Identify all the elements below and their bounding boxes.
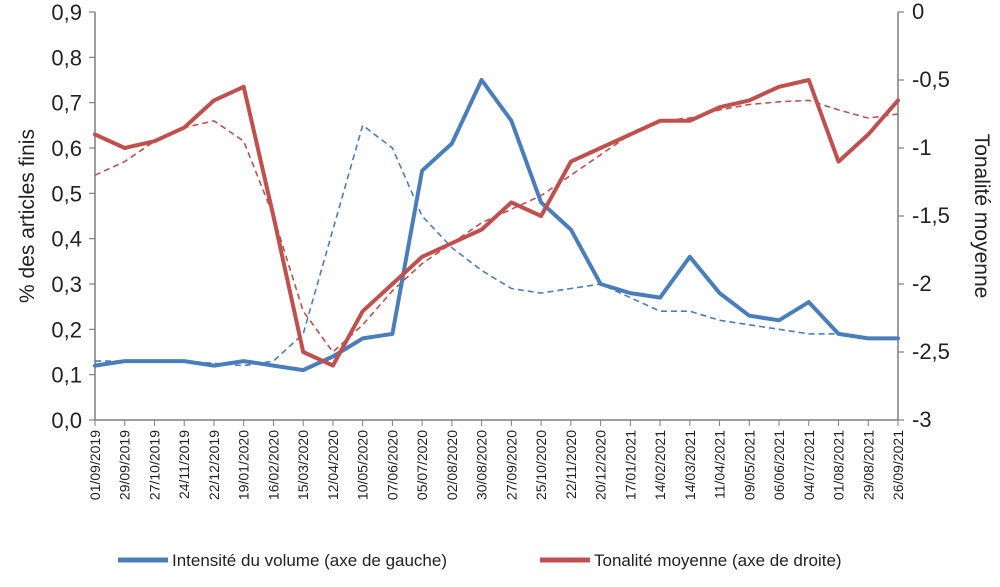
left-tick-label: 0,6 bbox=[51, 136, 82, 161]
x-tick-label: 17/01/2021 bbox=[622, 430, 638, 500]
legend-label-volume: Intensité du volume (axe de gauche) bbox=[172, 551, 447, 570]
x-tick-label: 15/03/2020 bbox=[295, 430, 311, 500]
right-tick-label: -3 bbox=[912, 407, 932, 432]
x-tick-label: 22/12/2019 bbox=[206, 430, 222, 500]
left-tick-label: 0,2 bbox=[51, 317, 82, 342]
x-tick-label: 29/09/2019 bbox=[117, 430, 133, 500]
x-tick-label: 05/07/2020 bbox=[414, 430, 430, 500]
left-tick-label: 0,8 bbox=[51, 45, 82, 70]
x-tick-label: 06/06/2021 bbox=[771, 430, 787, 500]
right-tick-label: -2,5 bbox=[912, 339, 950, 364]
x-tick-label: 14/02/2021 bbox=[652, 430, 668, 500]
left-tick-label: 0,1 bbox=[51, 363, 82, 388]
x-tick-label: 11/04/2021 bbox=[712, 430, 728, 499]
left-tick-label: 0,5 bbox=[51, 181, 82, 206]
x-tick-label: 24/11/2019 bbox=[176, 430, 192, 499]
x-tick-label: 25/10/2020 bbox=[533, 430, 549, 500]
right-ticks: -3 -2,5 -2 -1,5 -1 -0,5 0 bbox=[898, 0, 950, 432]
x-ticks: 01/09/2019 29/09/2019 27/10/2019 24/11/2019… bbox=[87, 420, 906, 500]
legend-label-tonality: Tonalité moyenne (axe de droite) bbox=[594, 551, 842, 570]
right-tick-label: -1 bbox=[912, 135, 932, 160]
x-tick-label: 30/08/2020 bbox=[474, 430, 490, 500]
x-tick-label: 02/08/2020 bbox=[444, 430, 460, 500]
x-tick-label: 27/10/2019 bbox=[146, 430, 162, 500]
left-tick-label: 0,3 bbox=[51, 272, 82, 297]
right-axis-title: Tonalité moyenne bbox=[970, 134, 993, 299]
right-tick-label: -0,5 bbox=[912, 67, 950, 92]
left-tick-label: 0,0 bbox=[51, 408, 82, 433]
series-layer bbox=[93, 78, 900, 373]
trend-line-1 bbox=[94, 99, 899, 354]
left-tick-label: 0,7 bbox=[51, 91, 82, 116]
x-tick-label: 16/02/2020 bbox=[265, 430, 281, 500]
x-tick-label: 20/12/2020 bbox=[593, 430, 609, 500]
legend: Intensité du volume (axe de gauche) Tona… bbox=[118, 551, 842, 570]
x-tick-label: 10/05/2020 bbox=[355, 430, 371, 500]
x-tick-label: 04/07/2021 bbox=[801, 430, 817, 500]
left-tick-label: 0,9 bbox=[51, 0, 82, 25]
x-tick-label: 12/04/2020 bbox=[325, 430, 341, 500]
x-tick-label: 07/06/2020 bbox=[384, 430, 400, 500]
series-line-1 bbox=[93, 78, 900, 368]
series-line-0 bbox=[93, 78, 900, 373]
x-tick-label: 09/05/2021 bbox=[741, 430, 757, 500]
left-ticks: 0,0 0,1 0,2 0,3 0,4 0,5 0,6 0,7 0,8 0,9 bbox=[51, 0, 95, 433]
left-axis-title: % des articles finis bbox=[16, 129, 39, 303]
left-tick-label: 0,4 bbox=[51, 227, 82, 252]
x-tick-label: 22/11/2020 bbox=[563, 430, 579, 499]
right-tick-label: 0 bbox=[912, 0, 924, 24]
x-tick-label: 27/09/2020 bbox=[503, 430, 519, 500]
x-tick-label: 01/08/2021 bbox=[831, 430, 847, 500]
x-tick-label: 29/08/2021 bbox=[860, 430, 876, 500]
x-tick-label: 19/01/2020 bbox=[236, 430, 252, 500]
x-tick-label: 26/09/2021 bbox=[890, 430, 906, 500]
x-tick-label: 01/09/2019 bbox=[87, 430, 103, 500]
right-tick-label: -2 bbox=[912, 271, 932, 296]
trend-line-0 bbox=[95, 123, 898, 367]
right-tick-label: -1,5 bbox=[912, 203, 950, 228]
x-tick-label: 14/03/2021 bbox=[682, 430, 698, 500]
